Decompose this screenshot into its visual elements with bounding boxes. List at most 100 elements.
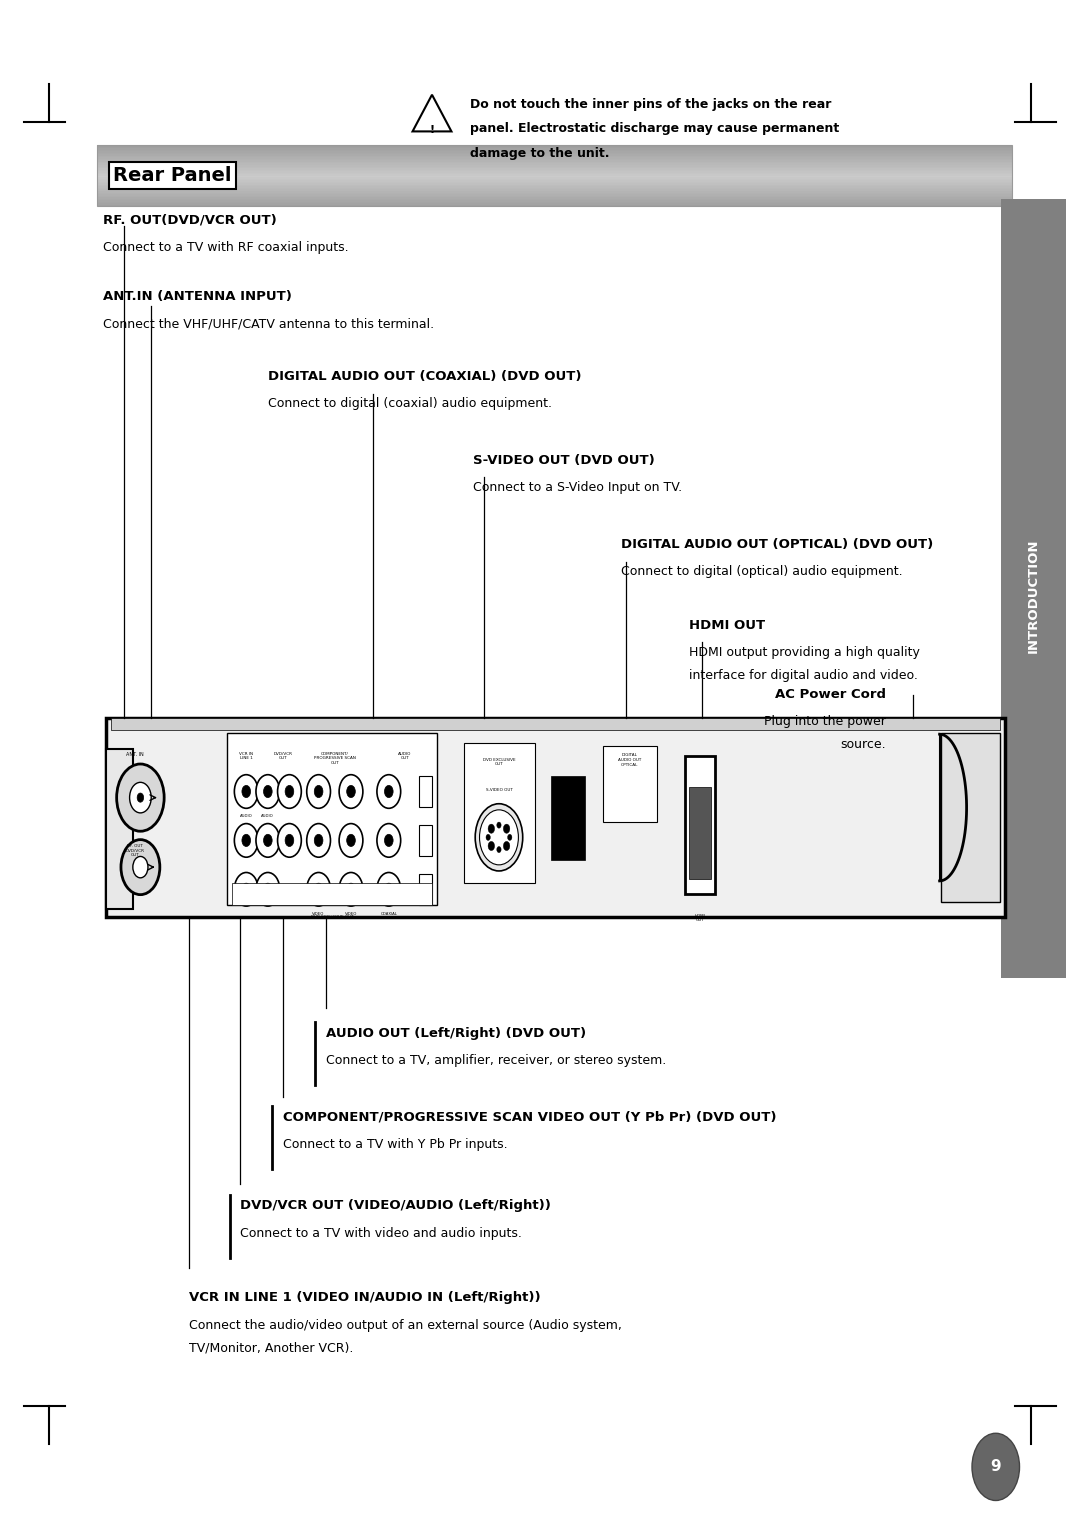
Text: INTRODUCTION: INTRODUCTION [1027, 539, 1040, 652]
Bar [97, 160, 1012, 162]
Text: HDMI
OUT: HDMI OUT [694, 914, 705, 923]
Bar [97, 156, 1012, 157]
Bar [551, 776, 585, 860]
Bar [97, 148, 1012, 150]
Circle shape [242, 883, 251, 895]
Text: Connect to a TV with RF coaxial inputs.: Connect to a TV with RF coaxial inputs. [103, 241, 348, 255]
Text: COMPONENT/
PROGRESSIVE SCAN
OUT: COMPONENT/ PROGRESSIVE SCAN OUT [314, 752, 355, 766]
Text: 9: 9 [990, 1459, 1001, 1475]
Circle shape [285, 785, 294, 798]
Bar [97, 167, 1012, 168]
Text: interface for digital audio and video.: interface for digital audio and video. [689, 669, 918, 683]
Text: AUDIO: AUDIO [240, 814, 253, 819]
Circle shape [256, 775, 280, 808]
Circle shape [377, 775, 401, 808]
Circle shape [234, 872, 258, 906]
Circle shape [234, 775, 258, 808]
Bar [232, 883, 432, 905]
Bar [97, 203, 1012, 205]
Bar [97, 186, 1012, 188]
Bar [97, 196, 1012, 197]
Bar [97, 173, 1012, 174]
Circle shape [497, 847, 501, 853]
Bar [97, 205, 1012, 206]
Circle shape [121, 839, 160, 894]
Bar [106, 718, 1005, 917]
Bar [97, 168, 1012, 170]
Text: AUDIO: AUDIO [261, 814, 274, 819]
Circle shape [347, 785, 355, 798]
Text: S-VIDEO OUT (DVD OUT): S-VIDEO OUT (DVD OUT) [473, 454, 654, 468]
Text: DIGITAL AUDIO OUT (OPTICAL) (DVD OUT): DIGITAL AUDIO OUT (OPTICAL) (DVD OUT) [621, 538, 933, 552]
Text: source.: source. [840, 738, 886, 752]
Text: ANT. IN: ANT. IN [126, 752, 144, 756]
Text: Connect to a TV, amplifier, receiver, or stereo system.: Connect to a TV, amplifier, receiver, or… [326, 1054, 666, 1068]
Text: Connect the audio/video output of an external source (Audio system,: Connect the audio/video output of an ext… [189, 1319, 622, 1332]
Circle shape [339, 824, 363, 857]
Polygon shape [413, 95, 451, 131]
Circle shape [486, 834, 490, 840]
Circle shape [339, 872, 363, 906]
Bar [97, 202, 1012, 203]
Bar [97, 174, 1012, 176]
Text: Connect to a S-Video Input on TV.: Connect to a S-Video Input on TV. [473, 481, 683, 495]
Bar [97, 180, 1012, 182]
Bar [227, 733, 437, 905]
Text: ANT.IN (ANTENNA INPUT): ANT.IN (ANTENNA INPUT) [103, 290, 292, 304]
Circle shape [242, 785, 251, 798]
Circle shape [137, 793, 144, 802]
Circle shape [264, 834, 272, 847]
Text: panel. Electrostatic discharge may cause permanent: panel. Electrostatic discharge may cause… [470, 122, 839, 136]
Circle shape [384, 785, 393, 798]
Bar [97, 145, 1012, 206]
Bar [97, 145, 1012, 147]
Bar [1001, 199, 1066, 978]
Text: VCR IN
LINE 1: VCR IN LINE 1 [240, 752, 253, 761]
Text: Connect the VHF/UHF/CATV antenna to this terminal.: Connect the VHF/UHF/CATV antenna to this… [103, 318, 434, 332]
Bar [97, 177, 1012, 179]
Text: S-VIDEO OUT: S-VIDEO OUT [486, 788, 512, 793]
Bar [419, 825, 432, 856]
Bar [97, 193, 1012, 194]
Text: VIDEO: VIDEO [312, 912, 325, 917]
Circle shape [242, 834, 251, 847]
Circle shape [377, 824, 401, 857]
Circle shape [314, 834, 323, 847]
Bar [941, 733, 1000, 902]
Circle shape [475, 804, 523, 871]
Text: RF. OUT
DVD/VCR
OUT: RF. OUT DVD/VCR OUT [125, 843, 145, 857]
Bar [97, 183, 1012, 185]
Circle shape [314, 883, 323, 895]
Bar [419, 776, 432, 807]
Text: HDMI OUT: HDMI OUT [689, 619, 765, 633]
Bar [689, 787, 711, 879]
Bar [97, 176, 1012, 177]
Text: damage to the unit.: damage to the unit. [470, 147, 609, 160]
Bar [97, 189, 1012, 191]
Text: Connect to digital (optical) audio equipment.: Connect to digital (optical) audio equip… [621, 565, 903, 579]
Bar [97, 199, 1012, 200]
Bar [685, 756, 715, 894]
Bar [97, 191, 1012, 193]
Bar [97, 151, 1012, 153]
Circle shape [307, 824, 330, 857]
Circle shape [130, 782, 151, 813]
Text: DVD/VCR OUT (VIDEO/AUDIO (Left/Right)): DVD/VCR OUT (VIDEO/AUDIO (Left/Right)) [240, 1199, 551, 1213]
Text: DVD EXCLUSIVE
OUT: DVD EXCLUSIVE OUT [483, 758, 515, 767]
Bar [419, 874, 432, 905]
Bar [111, 718, 1000, 730]
Bar [603, 746, 657, 822]
Circle shape [497, 822, 501, 828]
Circle shape [314, 785, 323, 798]
Bar [97, 194, 1012, 196]
Text: Connect to a TV with video and audio inputs.: Connect to a TV with video and audio inp… [240, 1227, 522, 1241]
Text: AUDIO
OUT: AUDIO OUT [399, 752, 411, 761]
Bar [97, 185, 1012, 186]
Bar [97, 171, 1012, 173]
Circle shape [384, 834, 393, 847]
Text: DIGITAL AUDIO OUT (COAXIAL) (DVD OUT): DIGITAL AUDIO OUT (COAXIAL) (DVD OUT) [268, 370, 581, 384]
Bar [97, 153, 1012, 154]
Text: DIGITAL
AUDIO OUT
OPTICAL: DIGITAL AUDIO OUT OPTICAL [618, 753, 642, 767]
Text: AC Power Cord: AC Power Cord [774, 688, 886, 701]
Bar [97, 170, 1012, 171]
